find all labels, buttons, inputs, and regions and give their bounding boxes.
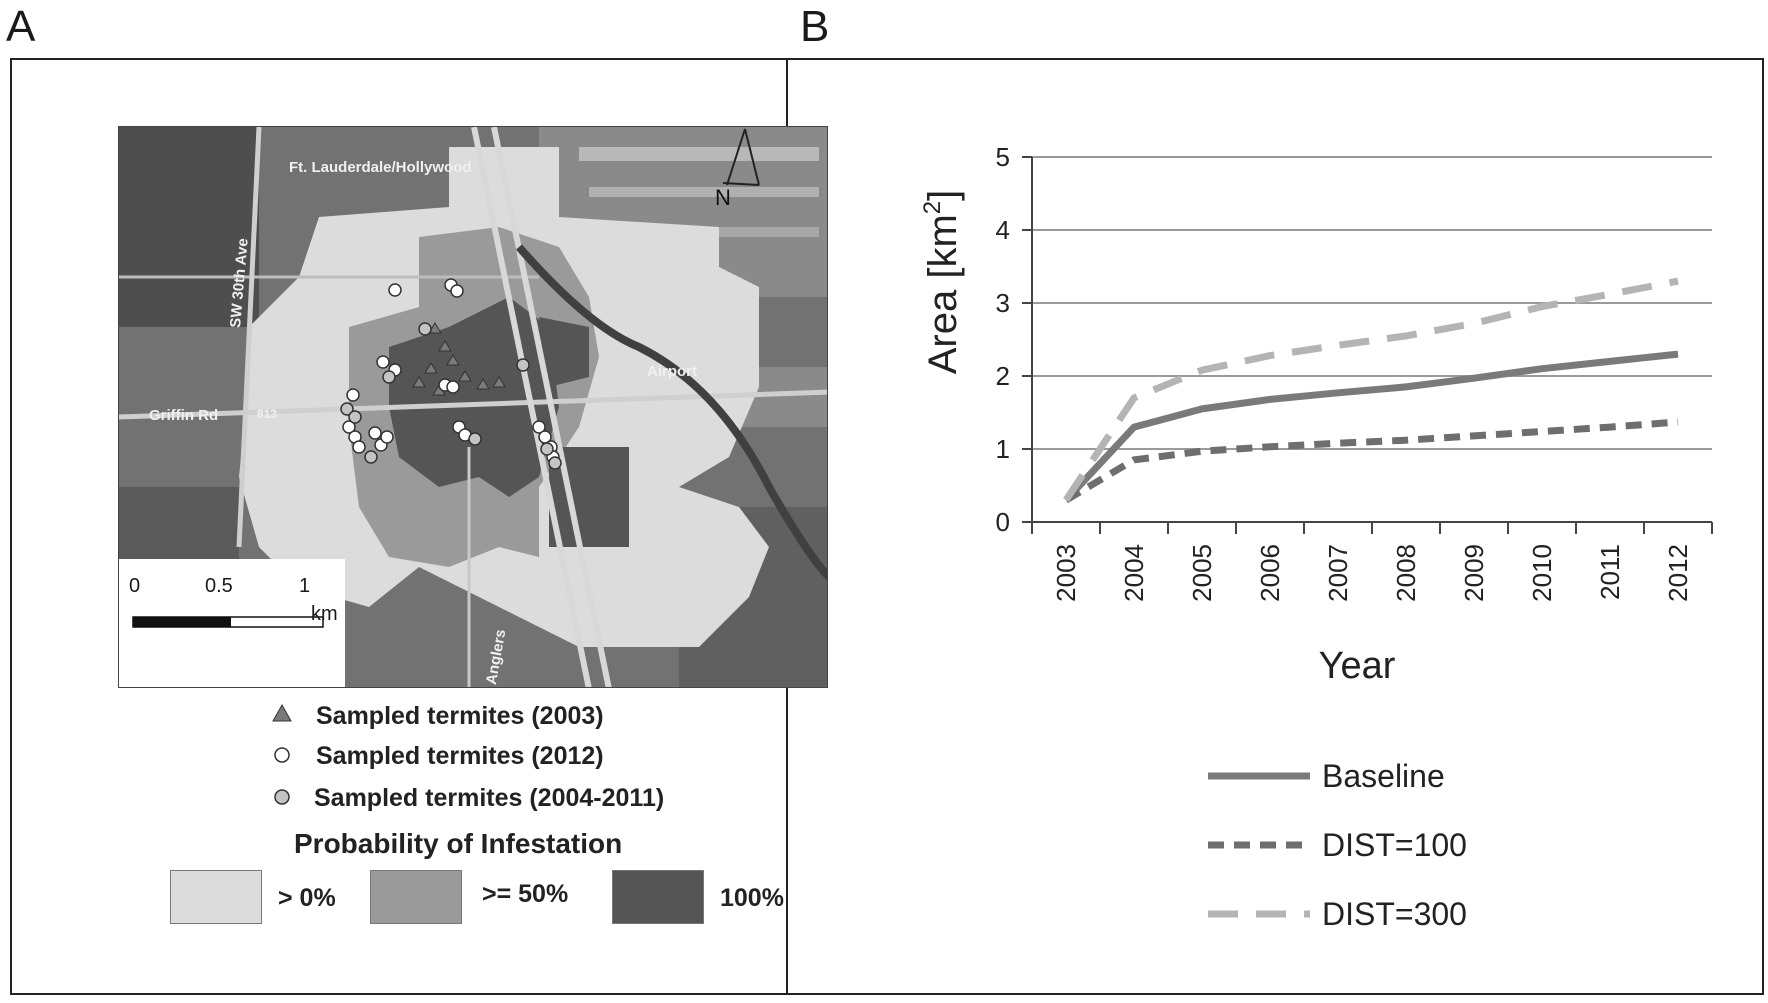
street-label-griffin: Griffin Rd — [149, 407, 219, 424]
x-tick-label: 2008 — [1391, 544, 1421, 602]
infestation-map: Ft. Lauderdale/Hollywood SW 30th Ave Gri… — [118, 126, 828, 688]
label-ge50: >= 50% — [482, 880, 569, 908]
north-label: N — [715, 185, 731, 210]
x-tick-label: 2009 — [1459, 544, 1489, 602]
swatch-100 — [612, 870, 704, 924]
triangle-icon — [272, 703, 292, 722]
label-100: 100% — [720, 884, 784, 912]
x-tick-label: 2007 — [1323, 544, 1353, 602]
swatch-ge50 — [370, 870, 462, 924]
x-tick-label: 2011 — [1595, 544, 1625, 600]
swatch-gt0 — [170, 870, 262, 924]
white-circle-icon — [274, 747, 290, 763]
x-tick-label: 2006 — [1255, 544, 1285, 602]
y-tick-label: 4 — [996, 215, 1010, 245]
series-line-baseline — [1063, 350, 1679, 503]
x-tick-label: 2003 — [1051, 544, 1081, 602]
street-label-813: 813 — [257, 407, 278, 421]
x-tick-label: 2010 — [1527, 544, 1557, 602]
x-tick-label: 2012 — [1663, 544, 1693, 602]
y-tick-label: 5 — [996, 142, 1010, 172]
x-axis-label: Year — [1319, 645, 1396, 687]
legend-label: DIST=100 — [1322, 827, 1467, 863]
legend-item-2012: Sampled termites (2012) — [316, 742, 604, 770]
street-label-airport: Airport — [647, 363, 697, 380]
scale-tick-0: 0 — [129, 575, 141, 597]
legend-label: DIST=300 — [1322, 896, 1467, 932]
y-tick-label: 3 — [996, 288, 1010, 318]
y-tick-label: 0 — [996, 507, 1010, 537]
probability-title: Probability of Infestation — [294, 828, 623, 859]
series-line-dist-300 — [1063, 277, 1679, 503]
legend-item-2004-2011: Sampled termites (2004-2011) — [314, 784, 665, 812]
scale-unit: km — [311, 603, 338, 625]
legend-item-2003: Sampled termites (2003) — [316, 702, 604, 730]
scale-tick-1: 1 — [299, 575, 311, 597]
legend-label: Baseline — [1322, 758, 1445, 794]
x-tick-label: 2004 — [1119, 544, 1149, 602]
y-tick-label: 1 — [996, 434, 1010, 464]
map-graphics — [119, 127, 827, 687]
street-label-ftl: Ft. Lauderdale/Hollywood — [289, 159, 472, 176]
grey-circle-icon — [274, 789, 290, 805]
panel-b-letter: B — [800, 2, 830, 51]
y-axis-label: Area [km2] — [919, 190, 965, 375]
y-tick-label: 2 — [996, 361, 1010, 391]
label-gt0: > 0% — [278, 884, 336, 912]
panel-a-letter: A — [6, 2, 36, 51]
x-tick-label: 2005 — [1187, 544, 1217, 602]
scale-tick-0-5: 0.5 — [205, 575, 233, 597]
series-line-dist-100 — [1064, 418, 1679, 504]
